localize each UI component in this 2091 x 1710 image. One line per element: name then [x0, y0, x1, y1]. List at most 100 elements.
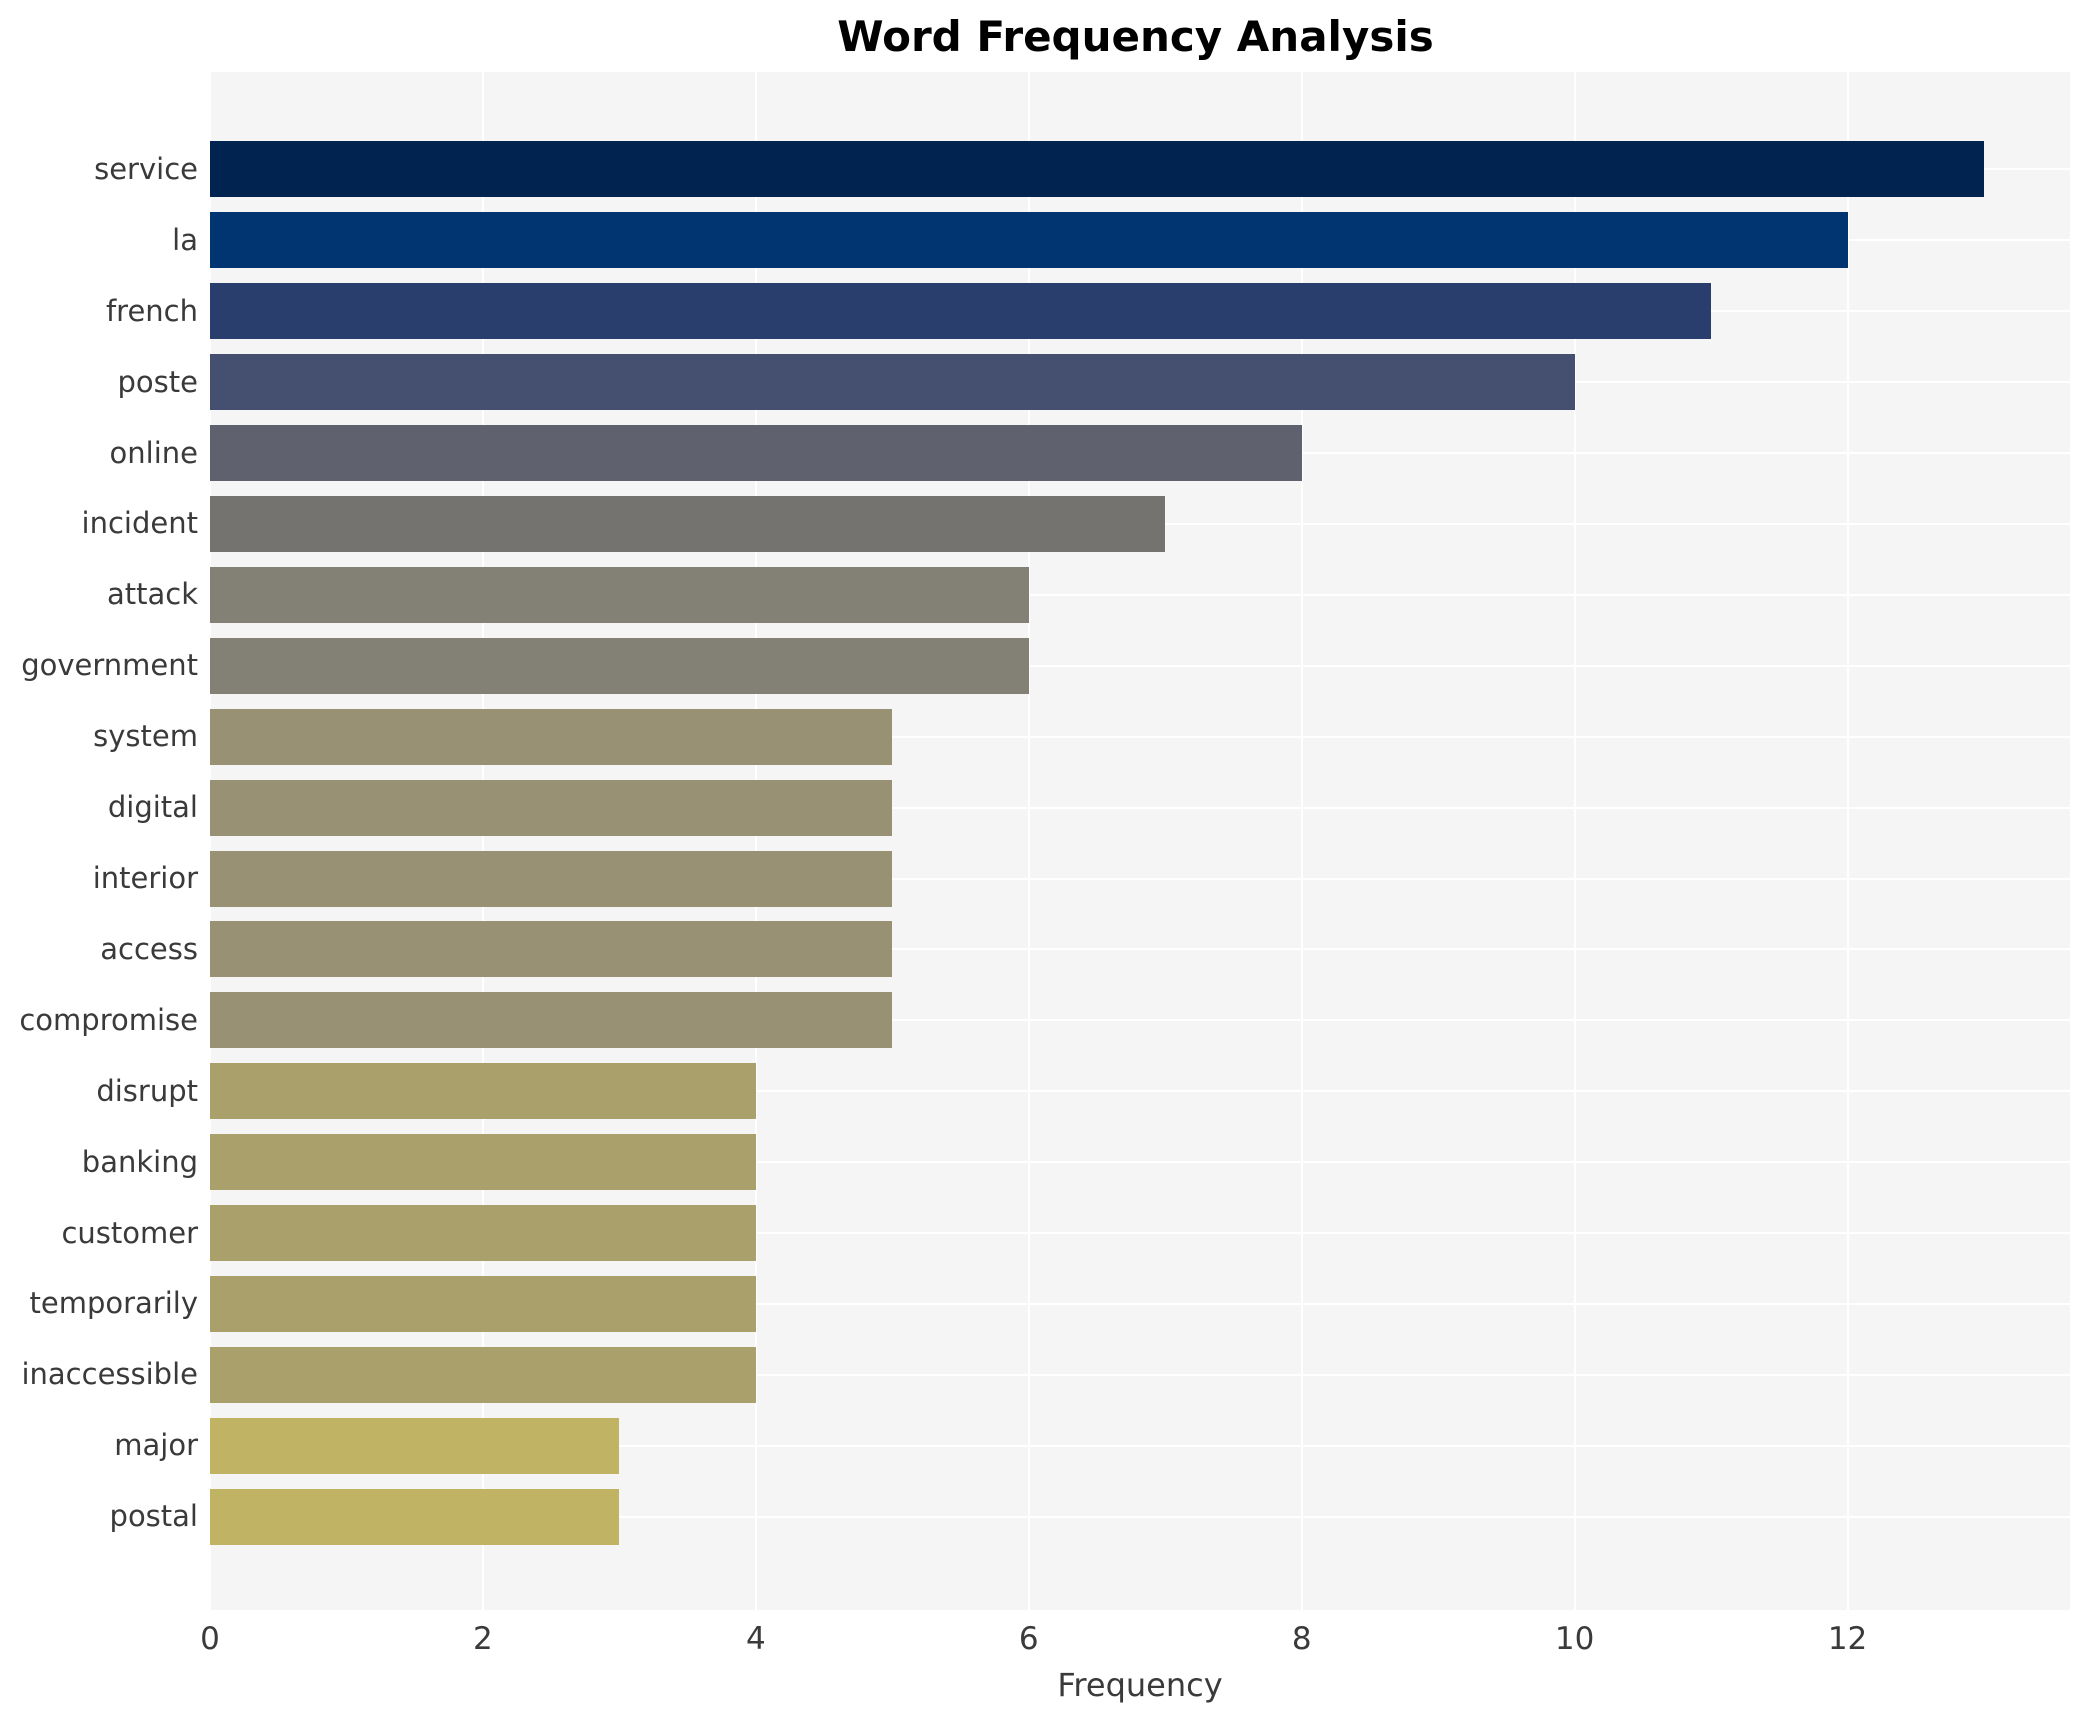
y-tick-label-cell: online: [0, 418, 198, 489]
x-axis-spacer: [0, 1610, 210, 1658]
y-tick-label-french: french: [105, 293, 198, 328]
x-tick-label-12: 12: [1827, 1621, 1868, 1657]
y-tick-label-cell: incident: [0, 489, 198, 560]
bar-temporarily: [210, 1275, 756, 1332]
bar-row-temporarily: [210, 1269, 2070, 1340]
y-tick-label-cell: government: [0, 630, 198, 701]
y-tick-label-poste: poste: [117, 364, 198, 399]
y-tick-label-cell: access: [0, 914, 198, 985]
bar-row-poste: [210, 347, 2070, 418]
bar-customer: [210, 1205, 756, 1262]
title-zone: Word Frequency Analysis: [0, 0, 2091, 72]
y-tick-label-cell: interior: [0, 843, 198, 914]
bar-compromise: [210, 992, 893, 1049]
gridline-x-8: [1300, 72, 1303, 1610]
x-axis-label-zone: Frequency: [0, 1658, 2091, 1710]
x-tick-label-2: 2: [473, 1621, 493, 1657]
plot-area: [209, 72, 2070, 1610]
bar-major: [210, 1417, 620, 1474]
y-tick-label-cell: postal: [0, 1481, 198, 1552]
y-tick-label-cell: temporarily: [0, 1269, 198, 1340]
y-tick-label-interior: interior: [92, 861, 198, 896]
bar-row-banking: [210, 1127, 2070, 1198]
bar-online: [210, 425, 1302, 482]
gridline-x-2: [481, 72, 484, 1610]
y-tick-label-cell: service: [0, 134, 198, 205]
gridline-x-0: [209, 72, 211, 1610]
y-tick-label-cell: attack: [0, 559, 198, 630]
gridline-y: [210, 664, 2070, 667]
gridline-x-10: [1573, 72, 1576, 1610]
y-tick-label-cell: banking: [0, 1127, 198, 1198]
y-tick-label-cell: compromise: [0, 985, 198, 1056]
y-tick-label-temporarily: temporarily: [29, 1286, 198, 1321]
bar-row-system: [210, 701, 2070, 772]
bar-government: [210, 637, 1029, 694]
y-tick-label-banking: banking: [81, 1144, 198, 1179]
gridline-y: [210, 806, 2070, 809]
y-tick-label-access: access: [100, 931, 198, 966]
x-axis-label: Frequency: [1057, 1666, 1223, 1704]
bar-row-government: [210, 630, 2070, 701]
y-tick-label-service: service: [94, 151, 198, 186]
gridline-y: [210, 1232, 2070, 1235]
gridline-y: [210, 1161, 2070, 1164]
bar-row-compromise: [210, 985, 2070, 1056]
y-tick-label-attack: attack: [106, 577, 198, 612]
bar-attack: [210, 566, 1029, 623]
bar-row-la: [210, 205, 2070, 276]
y-tick-label-incident: incident: [81, 506, 198, 541]
bar-inaccessible: [210, 1346, 756, 1403]
x-tick-label-0: 0: [200, 1621, 220, 1657]
bar-row-service: [210, 134, 2070, 205]
y-tick-label-cell: disrupt: [0, 1056, 198, 1127]
y-tick-label-major: major: [114, 1428, 198, 1463]
bar-row-customer: [210, 1198, 2070, 1269]
x-axis: 0 2 4 6 8 10 12: [0, 1610, 2091, 1658]
y-tick-label-system: system: [93, 719, 198, 754]
gridline-y: [210, 593, 2070, 596]
bar-row-incident: [210, 489, 2070, 560]
x-tick-label-6: 6: [1018, 1621, 1039, 1657]
bar-row-disrupt: [210, 1056, 2070, 1127]
x-tick-label-10: 10: [1554, 1621, 1595, 1657]
bar-row-french: [210, 276, 2070, 347]
bar-row-access: [210, 914, 2070, 985]
gridline-y: [210, 1444, 2070, 1447]
y-tick-label-online: online: [109, 435, 198, 470]
gridline-x-4: [754, 72, 757, 1610]
y-tick-label-cell: customer: [0, 1198, 198, 1269]
x-tick-label-8: 8: [1291, 1621, 1312, 1657]
chart-body: service la french poste online incident attack…: [0, 72, 2091, 1610]
bar-poste: [210, 354, 1575, 411]
bar-postal: [210, 1488, 620, 1545]
y-tick-label-cell: la: [0, 205, 198, 276]
bar-banking: [210, 1134, 756, 1191]
bar-row-postal: [210, 1481, 2070, 1552]
y-tick-label-cell: major: [0, 1410, 198, 1481]
bar-interior: [210, 850, 893, 907]
bar-system: [210, 708, 893, 765]
bar-row-digital: [210, 772, 2070, 843]
y-axis-labels: service la french poste online incident attack…: [0, 72, 210, 1610]
bar-row-major: [210, 1410, 2070, 1481]
bar-incident: [210, 495, 1166, 552]
y-tick-label-postal: postal: [109, 1499, 198, 1534]
y-tick-label-cell: system: [0, 701, 198, 772]
bar-digital: [210, 779, 893, 836]
chart-title: Word Frequency Analysis: [837, 11, 1434, 61]
bar-la: [210, 212, 1848, 269]
bar-row-attack: [210, 559, 2070, 630]
y-tick-label-customer: customer: [61, 1215, 198, 1250]
bar-service: [210, 141, 1985, 198]
gridline-y: [210, 948, 2070, 951]
bars-area: [210, 72, 2070, 1610]
gridline-y: [210, 1373, 2070, 1376]
y-tick-label-cell: inaccessible: [0, 1339, 198, 1410]
gridline-y: [210, 1515, 2070, 1518]
y-tick-label-la: la: [172, 222, 198, 257]
bar-access: [210, 921, 893, 978]
y-tick-label-cell: poste: [0, 347, 198, 418]
y-tick-label-disrupt: disrupt: [96, 1073, 198, 1108]
